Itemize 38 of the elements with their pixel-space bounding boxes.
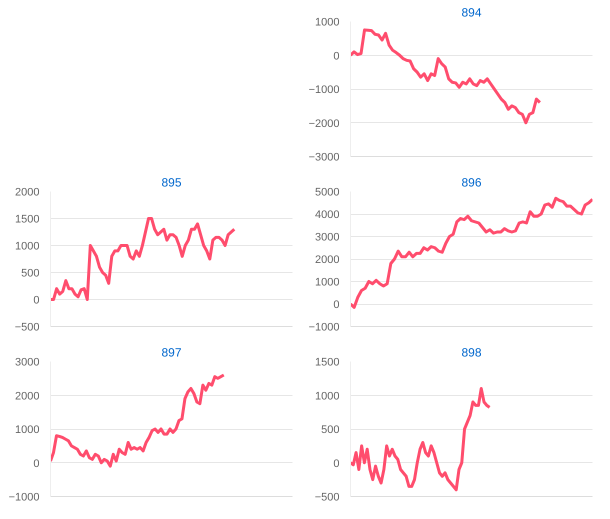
y-tick-label: 2000 [15, 186, 40, 198]
y-tick-label: 2000 [315, 254, 340, 266]
y-tick-label: 0 [33, 294, 40, 306]
y-tick-label: 5000 [315, 186, 340, 198]
y-tick-label: −1000 [308, 322, 340, 334]
y-tick-label: −500 [14, 322, 40, 334]
chart-title: 895 [161, 176, 182, 190]
chart-title: 896 [461, 176, 482, 190]
y-tick-label: 1500 [15, 214, 40, 226]
y-tick-label: 3000 [15, 356, 40, 368]
line-series [350, 28, 542, 124]
chart-title: 898 [461, 346, 482, 360]
y-tick-label: 1500 [315, 356, 340, 368]
line-series [50, 217, 236, 301]
y-tick-label: 0 [33, 458, 40, 470]
y-tick-label: −1000 [308, 84, 340, 96]
y-tick-label: 0 [333, 50, 340, 62]
y-tick-label: −2000 [308, 118, 340, 130]
y-tick-label: −500 [314, 492, 340, 504]
y-tick-label: 1000 [315, 276, 340, 288]
line-series [350, 387, 492, 492]
y-tick-label: −1000 [8, 492, 40, 504]
y-tick-label: 2000 [15, 390, 40, 402]
y-tick-label: 1000 [15, 424, 40, 436]
chart-title: 894 [461, 6, 482, 20]
y-tick-label: 500 [321, 424, 340, 436]
chart-title: 897 [161, 346, 182, 360]
y-tick-label: 1000 [15, 240, 40, 252]
y-tick-label: 1000 [315, 16, 340, 28]
y-tick-label: 1000 [315, 390, 340, 402]
y-tick-label: 0 [333, 458, 340, 470]
y-tick-label: 4000 [315, 209, 340, 221]
y-tick-label: 500 [21, 268, 40, 280]
line-series [350, 196, 592, 309]
y-tick-label: −3000 [308, 152, 340, 164]
y-tick-label: 3000 [315, 232, 340, 244]
y-tick-label: 0 [333, 299, 340, 311]
line-series [50, 374, 226, 468]
